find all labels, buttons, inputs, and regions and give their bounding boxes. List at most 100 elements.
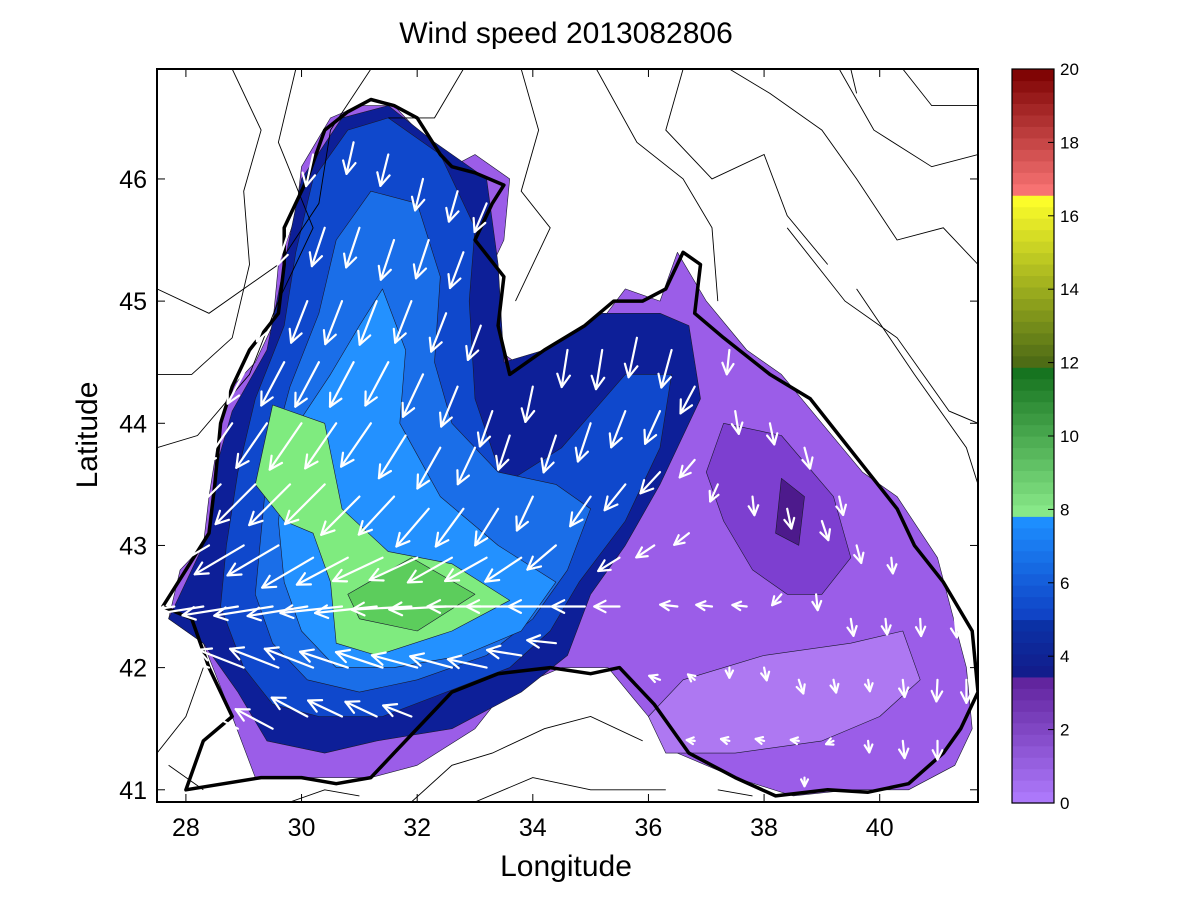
wind-vector xyxy=(863,678,874,693)
y-tick-label: 43 xyxy=(119,532,147,560)
wind-vector xyxy=(540,434,558,474)
wind-vector xyxy=(685,736,696,746)
wind-vector xyxy=(202,422,234,466)
x-tick-label: 36 xyxy=(635,814,663,842)
wind-vector xyxy=(914,617,927,638)
wind-vector xyxy=(288,300,309,344)
land-contour-line xyxy=(388,69,464,119)
wind-vector xyxy=(695,600,714,612)
y-tick-label: 41 xyxy=(119,777,147,805)
wind-vector xyxy=(897,678,910,699)
colorbar-segment xyxy=(1012,332,1054,345)
wind-vector xyxy=(639,471,662,495)
colorbar-segment xyxy=(1012,413,1054,426)
colorbar-segment xyxy=(1012,309,1054,322)
wind-vector xyxy=(593,599,621,614)
colorbar-segment xyxy=(1012,286,1054,299)
colorbar-segment xyxy=(1012,722,1054,735)
wind-vector xyxy=(213,605,274,622)
colorbar-segment xyxy=(1012,447,1054,460)
wind-vector xyxy=(246,605,309,622)
wind-vector xyxy=(392,300,413,344)
wind-vector xyxy=(520,385,536,423)
wind-vector xyxy=(789,736,800,746)
wind-vector xyxy=(526,544,558,571)
wind-vector xyxy=(474,507,500,547)
wind-vector xyxy=(166,648,211,669)
wind-vector xyxy=(597,556,621,573)
colorbar-tick-label: 18 xyxy=(1060,133,1079,152)
colorbar-segment xyxy=(1012,481,1054,494)
wind-vector xyxy=(416,446,442,490)
wind-vector xyxy=(229,646,280,669)
wind-vector xyxy=(446,654,488,670)
wind-vector xyxy=(708,483,720,503)
wind-vector xyxy=(270,696,309,718)
wind-vector xyxy=(657,348,673,389)
wind-vector xyxy=(377,434,407,480)
wind-vector xyxy=(322,300,344,346)
wind-vector xyxy=(283,483,326,526)
wind-vector xyxy=(294,361,320,408)
colorbar-segment xyxy=(1012,263,1054,277)
land-contour-line xyxy=(786,227,978,424)
colorbar-segment xyxy=(1012,734,1054,747)
colorbar-segment xyxy=(1012,355,1054,368)
wind-vector xyxy=(181,605,239,621)
wind-vector xyxy=(434,507,465,548)
wind-vector xyxy=(342,141,357,175)
wind-vector xyxy=(370,651,419,669)
colorbar-segment xyxy=(1012,229,1054,242)
colorbar-segment xyxy=(1012,401,1054,414)
colorbar-segment xyxy=(1012,344,1054,357)
colorbar-segment xyxy=(1012,436,1054,449)
wind-vector xyxy=(157,605,176,611)
wind-vector xyxy=(444,556,488,583)
colorbar-segment xyxy=(1012,160,1054,173)
wind-vector xyxy=(724,666,735,679)
colorbar-segment xyxy=(1012,241,1054,254)
wind-vector xyxy=(406,556,453,584)
wind-vector xyxy=(603,483,627,512)
colorbar-segment xyxy=(1012,390,1054,403)
wind-vector xyxy=(931,739,944,761)
land-contour-line xyxy=(850,69,858,94)
colorbar-segment xyxy=(1012,458,1054,472)
colorbar-segment xyxy=(1012,757,1054,770)
colorbar-segment xyxy=(1012,321,1054,334)
wind-vector xyxy=(268,422,303,471)
colorbar-tick-label: 2 xyxy=(1060,721,1069,740)
wind-vector xyxy=(350,601,413,617)
wind-vector xyxy=(382,702,413,718)
wind-vector xyxy=(569,495,592,528)
wind-vector xyxy=(863,739,874,754)
land-contour-line xyxy=(665,69,829,265)
wind-vector xyxy=(279,604,344,620)
wind-vector xyxy=(445,190,460,223)
colorbar-segment xyxy=(1012,275,1054,288)
wind-vector xyxy=(412,238,430,280)
x-tick-label: 30 xyxy=(288,814,316,842)
wind-vector xyxy=(447,251,465,290)
wind-vector xyxy=(829,678,840,694)
wind-vector xyxy=(343,226,361,269)
colorbar-segment xyxy=(1012,619,1054,632)
x-tick-label: 34 xyxy=(519,814,547,842)
colorbar-segment xyxy=(1012,745,1054,758)
wind-vector xyxy=(795,678,806,695)
wind-vector xyxy=(263,646,315,669)
wind-vector xyxy=(201,709,239,730)
wind-vector xyxy=(409,652,453,669)
wind-vector xyxy=(643,410,662,445)
wind-vector xyxy=(760,666,771,682)
wind-vector xyxy=(765,422,779,446)
wind-vector xyxy=(819,519,832,542)
wind-vector xyxy=(678,458,696,479)
wind-vector xyxy=(254,300,274,343)
wind-vector xyxy=(465,324,482,361)
wind-vector xyxy=(304,422,338,470)
wind-vector xyxy=(673,532,691,546)
colorbar-segment xyxy=(1012,298,1054,311)
colorbar-segment xyxy=(1012,653,1054,666)
